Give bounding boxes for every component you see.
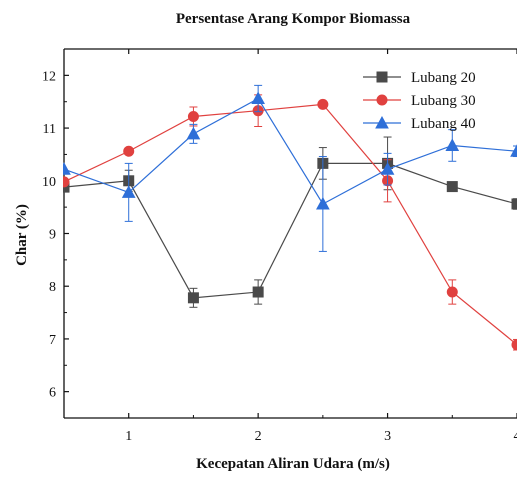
- x-axis-label: Kecepatan Aliran Udara (m/s): [196, 456, 390, 472]
- data-point: [253, 287, 263, 297]
- y-tick-label: 12: [42, 69, 56, 84]
- data-point: [188, 293, 198, 303]
- data-point: [59, 177, 69, 187]
- data-point: [318, 99, 328, 109]
- data-point: [447, 182, 457, 192]
- legend-marker: [377, 72, 387, 82]
- y-tick-label: 7: [49, 333, 56, 348]
- y-tick-label: 11: [43, 122, 56, 137]
- data-point: [252, 93, 264, 104]
- y-tick-label: 6: [49, 386, 56, 401]
- data-point: [187, 128, 199, 139]
- data-point: [58, 163, 70, 174]
- data-point: [124, 146, 134, 156]
- x-tick-label: 4: [514, 429, 517, 444]
- legend: Lubang 20 Lubang 30 Lubang 40: [363, 70, 476, 132]
- series-2: [59, 95, 517, 350]
- series-3: [58, 85, 517, 251]
- data-point: [188, 111, 198, 121]
- series-line: [64, 104, 517, 344]
- y-axis-label: Char (%): [14, 204, 30, 266]
- series-1: [59, 137, 517, 307]
- y-tick-label: 10: [42, 175, 56, 190]
- data-point: [447, 287, 457, 297]
- data-point: [317, 198, 329, 209]
- chart-title: Persentase Arang Kompor Biomassa: [176, 11, 411, 27]
- x-tick-label: 3: [384, 429, 391, 444]
- data-point: [446, 139, 458, 150]
- y-tick-label: 8: [49, 280, 56, 295]
- x-tick-label: 1: [125, 429, 132, 444]
- legend-label: Lubang 30: [411, 93, 476, 109]
- legend-marker: [377, 95, 387, 105]
- legend-label: Lubang 40: [411, 116, 476, 132]
- legend-label: Lubang 20: [411, 70, 476, 86]
- y-tick-label: 9: [49, 228, 56, 243]
- x-tick-label: 2: [255, 429, 262, 444]
- data-point: [512, 199, 517, 209]
